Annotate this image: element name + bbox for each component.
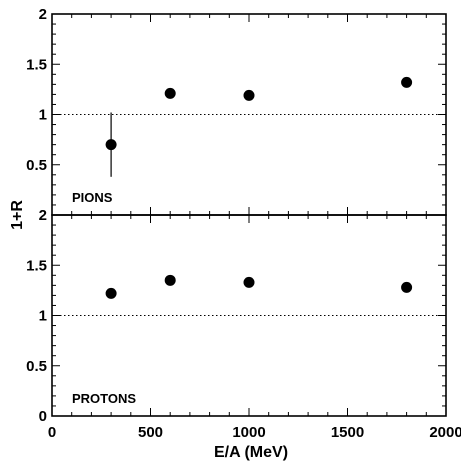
x-tick-label: 1500 [331,424,364,441]
panel-1-data-point [105,139,117,151]
panel-1-data-point [243,89,255,101]
panel-2-y-tick-label: 1 [39,308,47,325]
panel-2-data-point [243,276,255,288]
marks-layer [105,76,413,299]
panel-2-data-point [105,287,117,299]
panel-2-label: PROTONS [72,391,136,406]
axes-layer: 0.5 1 1.5 2 PIONS 0 0.5 1 1.5 2 PROTONS 0 500 1000 150… [26,6,461,441]
panel-1-y-tick-label: 1.5 [26,56,47,73]
x-tick-label: 500 [138,424,163,441]
x-axis-title: E/A (MeV) [214,444,288,461]
panel-2-y-tick-label: 0.5 [26,358,47,375]
x-tick-label: 2000 [429,424,461,441]
panel-2-data-point [164,274,176,286]
y-axis-title: 1+R [9,200,26,230]
panel-1-y-tick-label: 2 [39,6,47,23]
panel-2-y-tick-label: 0 [39,408,47,425]
x-tick-label: 1000 [232,424,265,441]
panel-2-data-point [401,281,413,293]
panel-1-label: PIONS [72,190,113,205]
panel-1-data-point [401,76,413,88]
x-tick-label: 0 [48,424,56,441]
panel-2-y-tick-label: 1.5 [26,257,47,274]
panel-1-y-tick-label: 1 [39,107,47,124]
panel-1-data-point [164,87,176,99]
panel-2-y-tick-label: 2 [39,207,47,224]
panel-1-y-tick-label: 0.5 [26,157,47,174]
